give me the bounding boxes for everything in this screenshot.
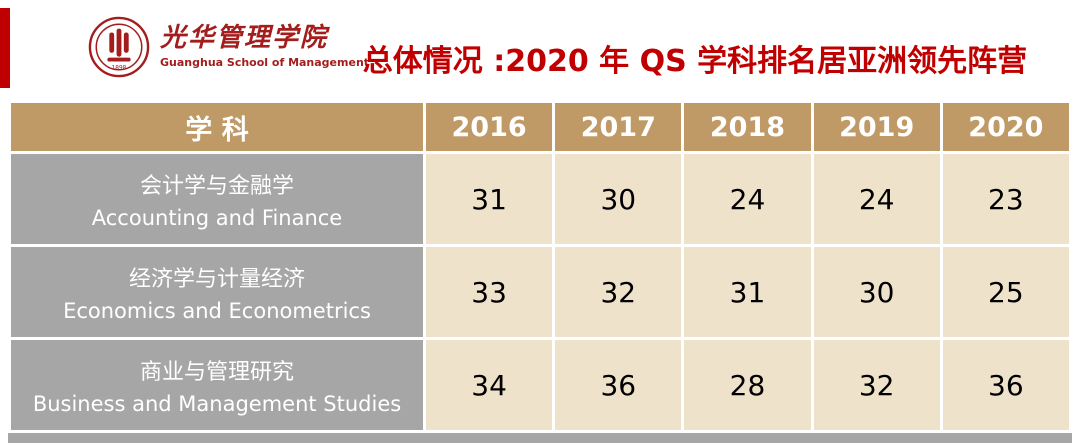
left-accent-bar: [0, 8, 10, 88]
column-header-2016: 2016: [426, 103, 553, 151]
next-row-partial-strip: [8, 433, 1072, 443]
rank-cell: 28: [684, 340, 811, 430]
table-header-row: 学 科 2016 2017 2018 2019 2020: [11, 103, 1069, 151]
logo-name-english: Guanghua School of Management: [160, 56, 370, 70]
logo-name-chinese: 光华管理学院: [160, 23, 329, 54]
column-header-2017: 2017: [555, 103, 682, 151]
rank-cell: 24: [813, 154, 940, 244]
column-header-2018: 2018: [684, 103, 811, 151]
subject-name-en: Business and Management Studies: [32, 392, 402, 416]
subject-name-cn: 经济学与计量经济: [128, 267, 305, 292]
subject-cell: 会计学与金融学 Accounting and Finance: [11, 154, 423, 244]
rank-cell: 32: [813, 340, 940, 430]
table-row: 经济学与计量经济 Economics and Econometrics 33 3…: [11, 247, 1069, 337]
logo-text-block: 光华管理学院 Guanghua School of Management: [160, 23, 370, 70]
qs-ranking-table: 学 科 2016 2017 2018 2019 2020 会计学与金融学 Acc…: [8, 100, 1072, 433]
column-header-2020: 2020: [942, 103, 1069, 151]
svg-text:1898: 1898: [112, 65, 127, 71]
slide-header: 1898 光华管理学院 Guanghua School of Managemen…: [0, 0, 1080, 100]
subject-cell: 商业与管理研究 Business and Management Studies: [11, 340, 423, 430]
rank-cell: 36: [942, 340, 1069, 430]
subject-name-cn: 会计学与金融学: [139, 174, 294, 199]
rank-cell: 31: [426, 154, 553, 244]
column-header-subject: 学 科: [11, 103, 423, 151]
rank-cell: 31: [684, 247, 811, 337]
rank-cell: 33: [426, 247, 553, 337]
rank-cell: 25: [942, 247, 1069, 337]
rank-cell: 32: [555, 247, 682, 337]
rank-cell: 30: [813, 247, 940, 337]
column-header-2019: 2019: [813, 103, 940, 151]
rank-cell: 30: [555, 154, 682, 244]
rank-cell: 23: [942, 154, 1069, 244]
table-row: 商业与管理研究 Business and Management Studies …: [11, 340, 1069, 430]
university-logo: 1898 光华管理学院 Guanghua School of Managemen…: [88, 16, 369, 78]
rank-cell: 34: [426, 340, 553, 430]
subject-name-en: Economics and Econometrics: [63, 299, 371, 323]
rank-cell: 36: [555, 340, 682, 430]
subject-name-en: Accounting and Finance: [91, 206, 343, 230]
rank-cell: 24: [684, 154, 811, 244]
table-row: 会计学与金融学 Accounting and Finance 31 30 24 …: [11, 154, 1069, 244]
page-title: 总体情况 :2020 年 QS 学科排名居亚洲领先阵营: [362, 44, 1028, 79]
subject-cell: 经济学与计量经济 Economics and Econometrics: [11, 247, 423, 337]
subject-name-cn: 商业与管理研究: [139, 360, 294, 385]
university-seal-icon: 1898: [88, 16, 150, 78]
